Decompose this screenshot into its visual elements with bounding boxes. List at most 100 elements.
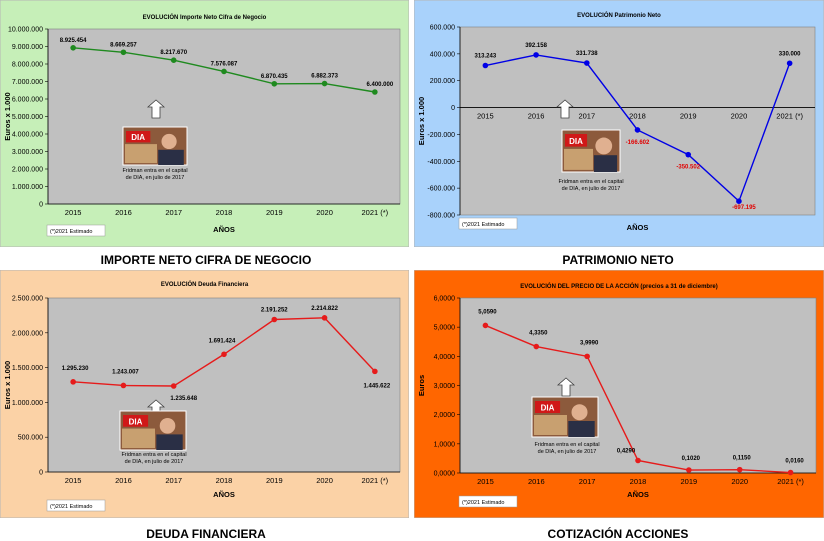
caption-deuda-financiera: DEUDA FINANCIERA (146, 527, 266, 541)
data-label: 6.870.435 (261, 74, 288, 80)
data-label: 3,9990 (580, 340, 599, 346)
data-label: 4,3350 (529, 331, 548, 337)
x-tick-label: 2015 (65, 476, 82, 485)
footnote: (*)2021 Estimado (462, 222, 505, 228)
person-suit (568, 421, 595, 437)
x-tick-label: 2018 (216, 476, 233, 485)
data-label: 0,1150 (733, 456, 752, 462)
y-tick-label: 200.000 (430, 78, 455, 85)
photo-shelf (564, 148, 593, 170)
y-tick-label: 600.000 (430, 25, 455, 32)
y-axis-title: Euros x 1.000 (417, 97, 426, 145)
x-tick-label: 2019 (681, 477, 698, 486)
x-tick-label: 2017 (165, 208, 182, 217)
y-tick-label: 7.000.000 (12, 79, 43, 86)
footnote: (*)2021 Estimado (50, 504, 93, 510)
data-point (482, 62, 489, 69)
data-point (634, 127, 641, 133)
chart-panel-deuda-financiera: EVOLUCIÓN Deuda Financiera 0 500.000 1.000.… (0, 270, 409, 518)
x-tick-label: 2016 (115, 476, 132, 485)
data-label: 331.738 (576, 51, 598, 57)
chart-patrimonio-neto: EVOLUCIÓN Patrimonio Neto -800.000 -600.00… (414, 0, 824, 247)
person-head (595, 137, 613, 155)
dia-logo-icon (126, 131, 151, 143)
data-label: 1.243.007 (112, 369, 139, 375)
data-point (221, 68, 227, 75)
x-tick-label: 2016 (528, 477, 545, 486)
person-head (571, 404, 588, 421)
y-tick-label: 1.500.000 (12, 365, 43, 372)
y-tick-label: 4,0000 (434, 354, 456, 361)
x-tick-label: 2015 (65, 208, 82, 217)
footnote-box (46, 499, 106, 512)
data-label: 7.576.087 (211, 61, 238, 67)
data-label: 5,0590 (478, 309, 497, 315)
y-tick-label: 4.000.000 (12, 132, 43, 139)
data-label: 8.669.257 (110, 42, 137, 48)
x-tick-label: 2021 (*) (777, 477, 804, 486)
data-label: 1.445.622 (364, 383, 391, 389)
x-axis-title: AÑOS (627, 490, 649, 499)
data-point (584, 353, 590, 360)
x-tick-label: 2021 (*) (362, 476, 389, 485)
chart-importe-neto: EVOLUCIÓN Importe Neto Cifra de Negocio 0… (0, 0, 409, 247)
person-head (159, 418, 176, 434)
data-point (120, 49, 127, 56)
dia-logo-text: DIA (129, 417, 143, 426)
y-tick-label: 2.500.000 (12, 296, 43, 303)
data-label: 1.295.230 (62, 366, 89, 372)
dia-logo-text: DIA (131, 133, 145, 142)
x-tick-label: 2020 (731, 477, 748, 486)
data-label: 2.214.822 (311, 306, 338, 312)
photo-shelf (122, 428, 155, 449)
x-tick-label: 2017 (165, 476, 182, 485)
x-tick-label: 2020 (731, 112, 748, 121)
footnote-box (458, 495, 518, 508)
x-axis-title: AÑOS (627, 223, 649, 232)
annotation-line-2: de DIA, en julio de 2017 (126, 175, 185, 181)
annotation-line-1: Fridman entra en el capital (558, 179, 623, 185)
data-point (221, 351, 227, 358)
chart-title: EVOLUCIÓN Deuda Financiera (161, 280, 249, 288)
dia-logo-icon (123, 415, 149, 427)
data-label: 8.925.454 (60, 38, 87, 44)
person-suit (156, 434, 183, 450)
y-tick-label: 5.000.000 (12, 114, 43, 121)
plot-area (47, 297, 401, 473)
person-suit (158, 149, 184, 165)
y-tick-label: 3.000.000 (12, 149, 43, 156)
data-point (787, 469, 794, 476)
data-label: 330.000 (779, 51, 801, 57)
data-point (170, 383, 177, 389)
y-tick-label: 5,0000 (434, 325, 456, 332)
chart-deuda-financiera: EVOLUCIÓN Deuda Financiera 0 500.000 1.000.… (0, 270, 409, 518)
data-label: 2.191.252 (261, 307, 288, 313)
chart-panel-patrimonio-neto: EVOLUCIÓN Patrimonio Neto -800.000 -600.00… (414, 0, 824, 247)
chart-panel-cotizacion: EVOLUCIÓN DEL PRECIO DE LA ACCIÓN (preci… (414, 270, 824, 518)
data-point (372, 89, 378, 95)
photo-shelf (125, 144, 157, 164)
data-point (321, 315, 328, 321)
y-axis-title: Euros x 1.000 (3, 92, 12, 140)
annotation-line-1: Fridman entra en el capital (534, 442, 599, 448)
data-point (736, 466, 743, 473)
y-tick-label: 2.000.000 (12, 167, 43, 174)
y-tick-label: 2.000.000 (12, 330, 43, 337)
data-label: 6.882.373 (311, 74, 338, 80)
data-point (533, 343, 540, 350)
plot-area (459, 26, 816, 216)
plot-area (459, 297, 817, 474)
x-tick-label: 2021 (*) (362, 208, 389, 217)
caption-cotizacion-acciones: COTIZACIÓN ACCIONES (547, 527, 689, 541)
x-axis-title: AÑOS (213, 490, 235, 499)
data-point (736, 198, 742, 204)
x-tick-label: 2019 (266, 476, 283, 485)
chart-title: EVOLUCIÓN Patrimonio Neto (577, 11, 661, 19)
caption-patrimonio-neto: PATRIMONIO NETO (562, 253, 674, 267)
x-tick-label: 2015 (477, 477, 494, 486)
x-tick-label: 2019 (680, 112, 697, 121)
data-point (482, 322, 489, 329)
data-point (635, 457, 641, 464)
data-point (271, 80, 278, 87)
x-tick-label: 2021 (*) (776, 112, 803, 121)
